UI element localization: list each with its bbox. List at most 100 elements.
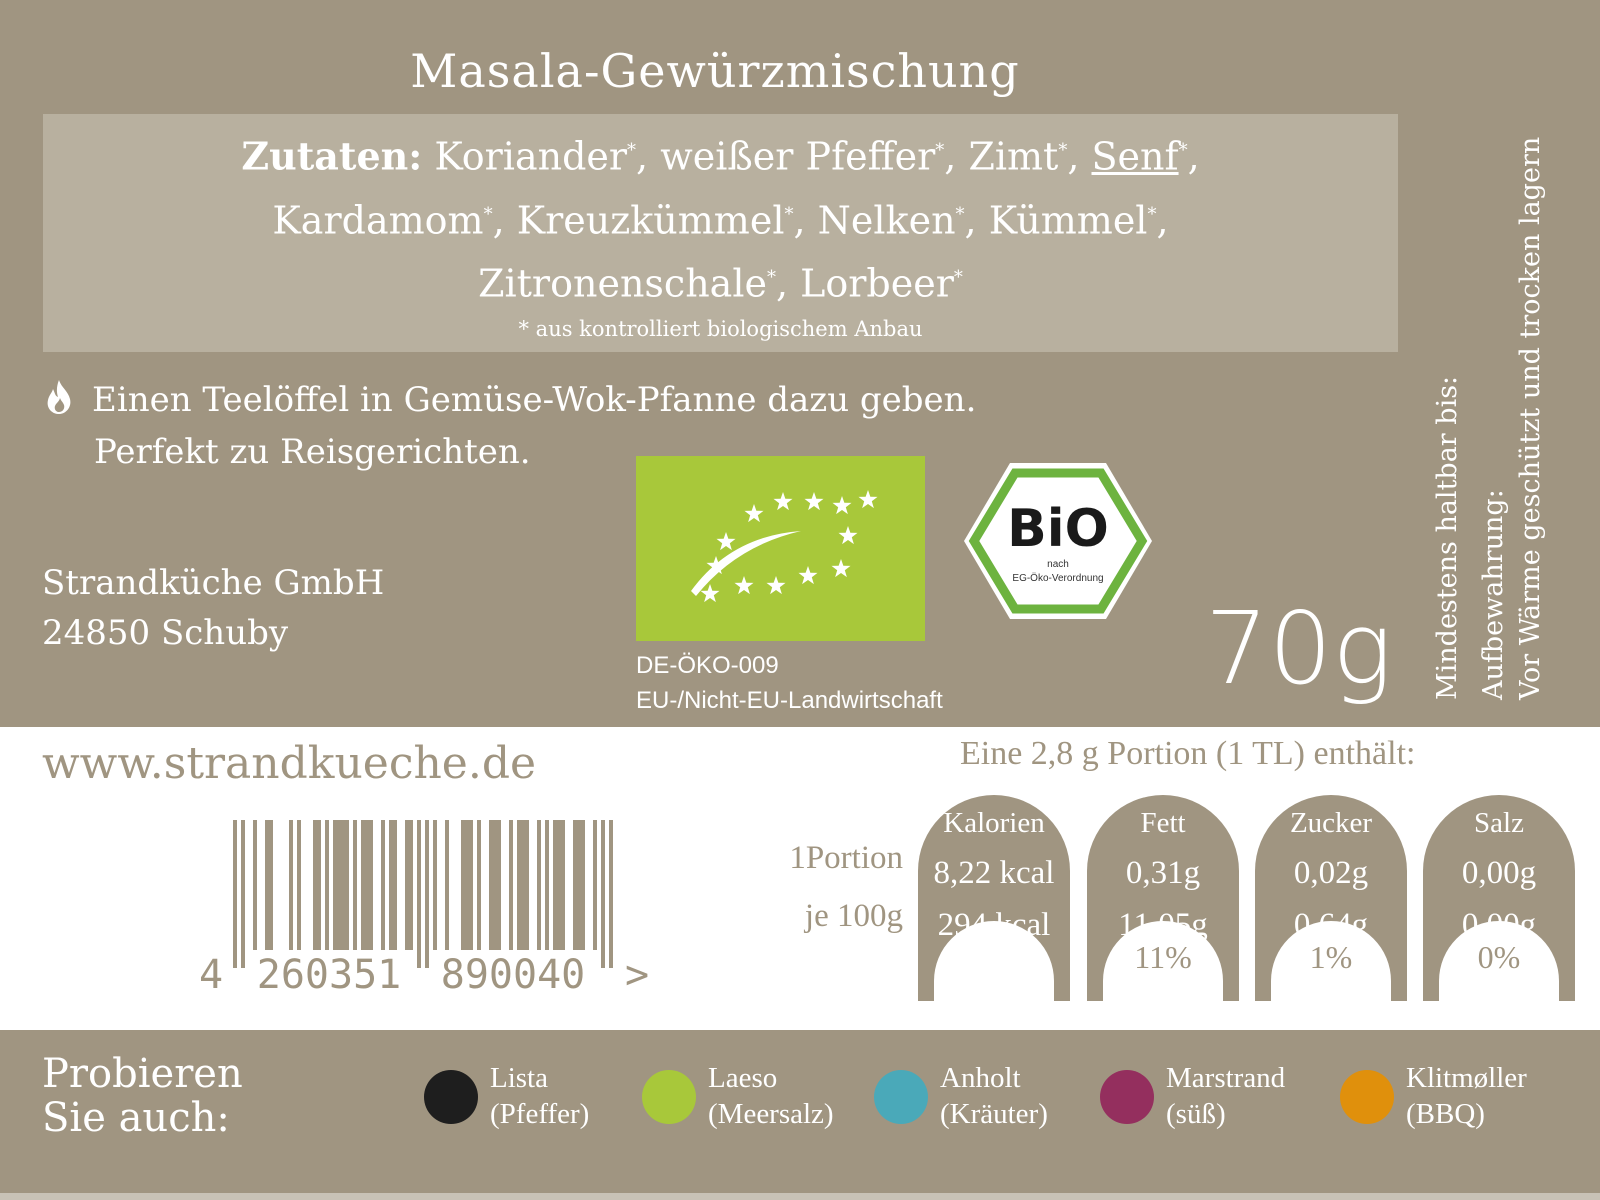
- barcode-bar: [593, 820, 597, 950]
- ingredients-line: Zutaten: Koriander*, weißer Pfeffer*, Zi…: [241, 133, 1200, 179]
- nutrient-portion: 8,22 kcal: [933, 855, 1055, 891]
- flame-icon: [47, 380, 71, 414]
- variant-color-dot: [874, 1070, 928, 1124]
- barcode-bar: [489, 820, 493, 950]
- variant-color-dot: [642, 1070, 696, 1124]
- ingredient: Kümmel: [988, 198, 1148, 243]
- ingredient: Zimt: [968, 134, 1059, 179]
- storage-label: Aufbewahrung:: [1478, 489, 1509, 700]
- barcode-digits: 4: [199, 952, 223, 998]
- variant-name: Marstrand: [1166, 1062, 1286, 1094]
- row-label-100g: je 100g: [804, 898, 903, 934]
- nutrient-name: Salz: [1474, 807, 1524, 839]
- barcode-bar: [445, 820, 449, 950]
- ingredients-box: Zutaten: Koriander*, weißer Pfeffer*, Zi…: [43, 114, 1398, 352]
- barcode-bar: [465, 820, 469, 950]
- barcode-bar: [317, 820, 321, 950]
- barcode-bar: [365, 820, 369, 950]
- preparation-line-2: Perfekt zu Reisgerichten.: [94, 432, 531, 472]
- eu-star: [832, 496, 852, 515]
- nutrient-name: Kalorien: [943, 807, 1045, 839]
- barcode-bar: [253, 820, 257, 950]
- barcode-bar: [477, 820, 481, 950]
- barcode-bar: [265, 820, 269, 950]
- nutrient-portion: 0,02g: [1293, 855, 1369, 891]
- barcode-bar: [337, 820, 341, 950]
- variant-name: Laeso: [708, 1062, 778, 1094]
- barcode-bar: [469, 820, 473, 950]
- try-also-line-2: Sie auch:: [42, 1095, 230, 1141]
- organic-footnote: * aus kontrolliert biologischem Anbau: [518, 316, 923, 341]
- variant-4: Klitmøller (BBQ): [1340, 1060, 1527, 1132]
- eu-star: [744, 504, 764, 523]
- ingredient: Kreuzkümmel: [516, 198, 785, 243]
- eu-leaf-stars-icon: [691, 490, 878, 603]
- barcode: 4 260351 890040 >: [199, 820, 649, 998]
- bio-sub-1: nach: [1047, 559, 1069, 570]
- website-link[interactable]: www.strandkueche.de: [42, 738, 537, 789]
- barcode-bar: [341, 820, 345, 950]
- barcode-bar: [577, 820, 581, 950]
- barcode-bar: [493, 820, 497, 950]
- eu-star: [773, 492, 793, 511]
- barcode-bar: [405, 820, 409, 950]
- variant-flavor: (Kräuter): [940, 1098, 1048, 1130]
- barcode-bar: [521, 820, 525, 950]
- barcode-bar: [313, 820, 317, 950]
- ingredient: Lorbeer: [800, 261, 954, 306]
- barcode-bar: [581, 820, 585, 950]
- ingredients-line: Kardamom*, Kreuzkümmel*, Nelken*, Kümmel…: [272, 198, 1169, 243]
- barcode-bar: [409, 820, 413, 950]
- nutrient-portion: 0,31g: [1125, 855, 1201, 891]
- barcode-bar: [389, 820, 393, 950]
- variant-color-dot: [1340, 1070, 1394, 1124]
- variant-1: Laeso (Meersalz): [642, 1060, 834, 1132]
- barcode-bar: [425, 820, 429, 968]
- barcode-bar: [573, 820, 577, 950]
- variant-3: Marstrand (süß): [1100, 1060, 1285, 1132]
- barcode-bar: [557, 820, 561, 950]
- net-weight: 70g: [1205, 590, 1393, 707]
- barcode-bar: [241, 820, 245, 968]
- variant-name: Lista: [490, 1062, 548, 1094]
- barcode-bar: [601, 820, 605, 968]
- try-also-band: [0, 1030, 1600, 1193]
- eu-organic-logo: [636, 456, 925, 641]
- ingredients-list: Zutaten: Koriander*, weißer Pfeffer*, Zi…: [43, 122, 1398, 313]
- ingredient: weißer Pfeffer: [660, 134, 936, 179]
- barcode-bar: [233, 820, 237, 968]
- barcode-bar: [297, 820, 301, 950]
- barcode-bar: [433, 820, 437, 950]
- preparation: Einen Teelöffel in Gemüse-Wok-Pfanne daz…: [42, 374, 976, 478]
- eu-star: [804, 492, 824, 511]
- barcode-bar: [361, 820, 365, 950]
- barcode-bar: [417, 820, 421, 968]
- barcode-bar: [393, 820, 397, 950]
- eu-star: [766, 576, 786, 595]
- ingredient: Kardamom: [272, 198, 484, 243]
- ingredient: Nelken: [817, 198, 956, 243]
- company-address: Strandküche GmbH 24850 Schuby: [42, 558, 384, 658]
- bio-text: BiO: [1007, 499, 1109, 559]
- eu-star: [831, 559, 851, 578]
- barcode-bar: [497, 820, 501, 950]
- ingredient-allergen: Senf: [1091, 134, 1179, 179]
- nutrient-name: Fett: [1140, 807, 1186, 839]
- barcode-bar: [461, 820, 465, 950]
- variant-flavor: (Pfeffer): [490, 1098, 590, 1130]
- ingredients-line: Zitronenschale*, Lorbeer*: [478, 261, 963, 306]
- barcode-bar: [289, 820, 293, 950]
- barcode-bar: [525, 820, 529, 950]
- storage-text: Vor Wärme geschützt und trocken lagern: [1515, 136, 1546, 700]
- best-before-label: Mindestens haltbar bis:: [1432, 375, 1463, 700]
- barcode-bar: [517, 820, 521, 950]
- try-also-line-1: Probieren: [42, 1051, 243, 1097]
- nutrient-name: Zucker: [1289, 807, 1373, 839]
- barcode-bar: [561, 820, 565, 950]
- barcode-digits: 890040: [441, 952, 586, 998]
- product-title: Masala-Gewürzmischung: [410, 44, 1020, 98]
- bio-sub-2: EG-Öko-Verordnung: [1012, 572, 1103, 584]
